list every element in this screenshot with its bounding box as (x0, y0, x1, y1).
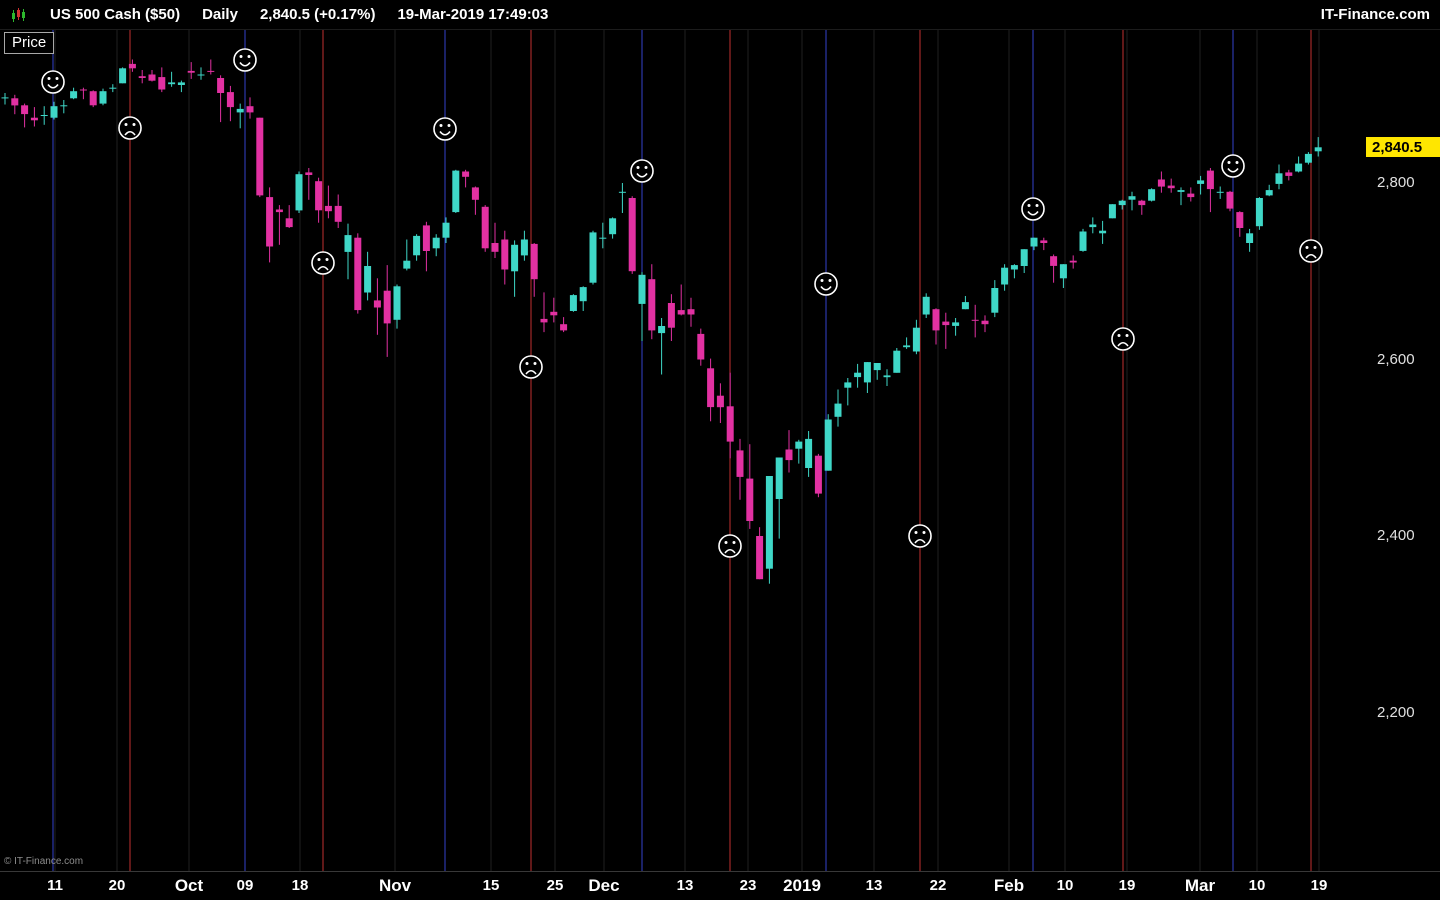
time-axis-label: 23 (739, 877, 757, 894)
signal-lines-layer (52, 30, 1312, 871)
time-axis-label: Mar (1184, 876, 1216, 895)
chart-area[interactable] (0, 30, 1368, 871)
signal-markers-layer (41, 48, 1323, 558)
time-axis-label: 10 (1248, 877, 1266, 894)
happy-face-icon (1021, 197, 1045, 221)
sad-face-icon (908, 524, 932, 548)
price-axis-label: 2,600 (1377, 350, 1415, 368)
quote-label: 2,840.5 (+0.17%) (259, 6, 376, 23)
sad-face-icon (519, 355, 543, 379)
last-price-tag: 2,840.5 (1366, 137, 1440, 158)
happy-face-icon (41, 70, 65, 94)
time-axis-label: Nov (378, 876, 412, 895)
time-axis-label: 2019 (783, 876, 821, 895)
brand-label: IT-Finance.com (1320, 6, 1430, 23)
time-axis-label: Oct (174, 876, 204, 895)
time-axis-label: 15 (482, 877, 500, 894)
timeframe-label: Daily (202, 6, 238, 23)
time-axis-label: 18 (291, 877, 309, 894)
time-axis-label: 09 (236, 877, 254, 894)
time-axis-label: 10 (1056, 877, 1074, 894)
happy-face-icon (233, 48, 257, 72)
time-axis-label: 20 (108, 877, 126, 894)
happy-face-icon (814, 272, 838, 296)
candles-layer (1, 59, 1322, 584)
chart-canvas[interactable] (0, 30, 1368, 871)
sad-face-icon (118, 116, 142, 140)
time-axis-label: 25 (546, 877, 564, 894)
price-axis-label: 2,400 (1377, 527, 1415, 544)
gridlines-layer (54, 30, 1320, 871)
happy-face-icon (433, 117, 457, 141)
price-pane-label[interactable]: Price (4, 32, 55, 54)
time-axis-label: 11 (47, 877, 63, 894)
sad-face-icon (1111, 327, 1135, 351)
symbol-name: US 500 Cash ($50) (50, 6, 181, 23)
time-axis[interactable]: 11 20 Oct 09 18 Nov 15 25 Dec 13 23 2019 13 22 Feb 10 19… (0, 871, 1440, 900)
time-axis-label: 19 (1118, 877, 1136, 894)
instrument-icon (12, 7, 25, 22)
time-axis-label: 13 (865, 877, 883, 894)
title-bar: US 500 Cash ($50) Daily 2,840.5 (+0.17%)… (0, 0, 1440, 30)
price-axis[interactable]: 2,800 2,600 2,400 2,200 2,840.5 (1366, 30, 1440, 871)
time-axis-label: Dec (588, 876, 620, 895)
copyright-watermark: © IT-Finance.com (4, 856, 84, 867)
time-axis-label: Feb (993, 876, 1025, 895)
price-axis-label: 2,800 (1377, 174, 1415, 191)
happy-face-icon (630, 159, 654, 183)
time-axis-label: 19 (1310, 877, 1328, 894)
time-axis-label: 22 (929, 877, 947, 894)
sad-face-icon (1299, 239, 1323, 263)
price-axis-label: 2,200 (1377, 703, 1415, 721)
sad-face-icon (311, 251, 335, 275)
sad-face-icon (718, 534, 742, 558)
time-axis-label: 13 (676, 877, 694, 894)
happy-face-icon (1221, 154, 1245, 178)
timestamp-label: 19-Mar-2019 17:49:03 (397, 6, 549, 23)
